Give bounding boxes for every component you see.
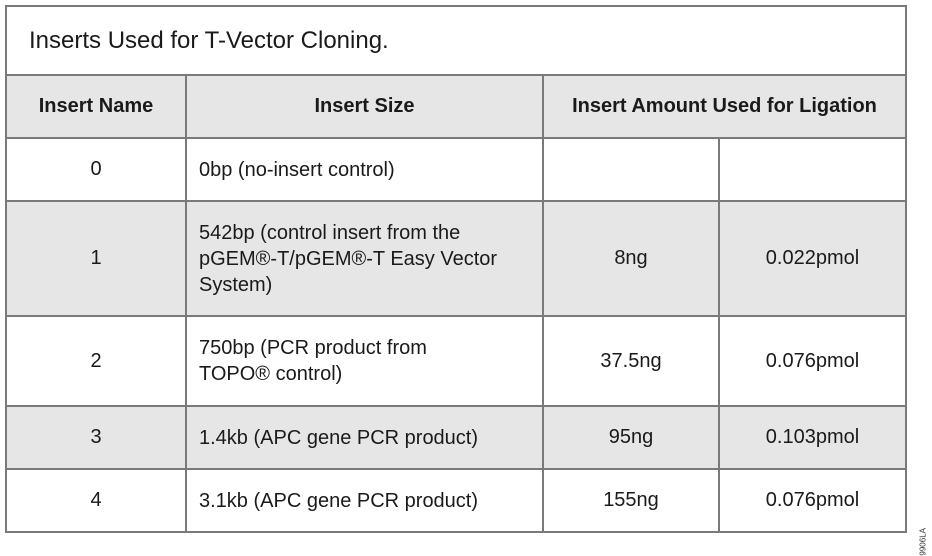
cell-amount-ng: 155ng xyxy=(542,468,720,531)
size-line: 542bp (control insert from the xyxy=(199,221,461,244)
cell-insert-name: 0 xyxy=(7,137,187,202)
cell-insert-size: 542bp (control insert from the pGEM®-T/p… xyxy=(185,200,544,317)
cell-insert-name: 3 xyxy=(7,405,187,470)
size-line: TOPO® control) xyxy=(199,363,343,385)
cell-amount-ng xyxy=(542,137,720,202)
cell-amount-ng: 37.5ng xyxy=(542,315,720,407)
size-line: pGEM®-T/pGEM®-T Easy Vector xyxy=(199,247,498,270)
header-row: Insert Name Insert Size Insert Amount Us… xyxy=(7,76,905,139)
table-row: 4 3.1kb (APC gene PCR product) 155ng 0.0… xyxy=(7,468,905,531)
cell-insert-size: 750bp (PCR product from TOPO® control) xyxy=(185,315,544,407)
figure-code: 9906LA xyxy=(919,528,928,556)
header-insert-size: Insert Size xyxy=(185,76,544,139)
inserts-table-container: Inserts Used for T-Vector Cloning. Inser… xyxy=(5,5,907,533)
cell-amount-ng: 95ng xyxy=(542,405,720,470)
table-row: 0 0bp (no-insert control) xyxy=(7,137,905,202)
size-line: System) xyxy=(199,273,273,296)
table-row: 3 1.4kb (APC gene PCR product) 95ng 0.10… xyxy=(7,405,905,470)
size-line: 3.1kb (APC gene PCR product) xyxy=(199,489,479,512)
cell-insert-size: 1.4kb (APC gene PCR product) xyxy=(185,405,544,470)
cell-insert-name: 2 xyxy=(7,315,187,407)
cell-amount-pmol: 0.022pmol xyxy=(718,200,905,317)
inserts-table: Insert Name Insert Size Insert Amount Us… xyxy=(7,76,905,531)
header-insert-name: Insert Name xyxy=(7,76,187,139)
header-insert-amount: Insert Amount Used for Ligation xyxy=(542,76,905,139)
cell-insert-name: 1 xyxy=(7,200,187,317)
table-row: 1 542bp (control insert from the pGEM®-T… xyxy=(7,200,905,317)
cell-insert-size: 0bp (no-insert control) xyxy=(185,137,544,202)
table-title: Inserts Used for T-Vector Cloning. xyxy=(7,7,905,76)
cell-amount-pmol xyxy=(718,137,905,202)
size-line: 750bp (PCR product from xyxy=(199,337,427,359)
cell-amount-pmol: 0.076pmol xyxy=(718,468,905,531)
cell-amount-pmol: 0.103pmol xyxy=(718,405,905,470)
size-line: 1.4kb (APC gene PCR product) xyxy=(199,426,479,449)
cell-insert-name: 4 xyxy=(7,468,187,531)
size-line: 0bp (no-insert control) xyxy=(199,158,395,181)
table-row: 2 750bp (PCR product from TOPO® control)… xyxy=(7,315,905,407)
cell-amount-pmol: 0.076pmol xyxy=(718,315,905,407)
cell-amount-ng: 8ng xyxy=(542,200,720,317)
cell-insert-size: 3.1kb (APC gene PCR product) xyxy=(185,468,544,531)
